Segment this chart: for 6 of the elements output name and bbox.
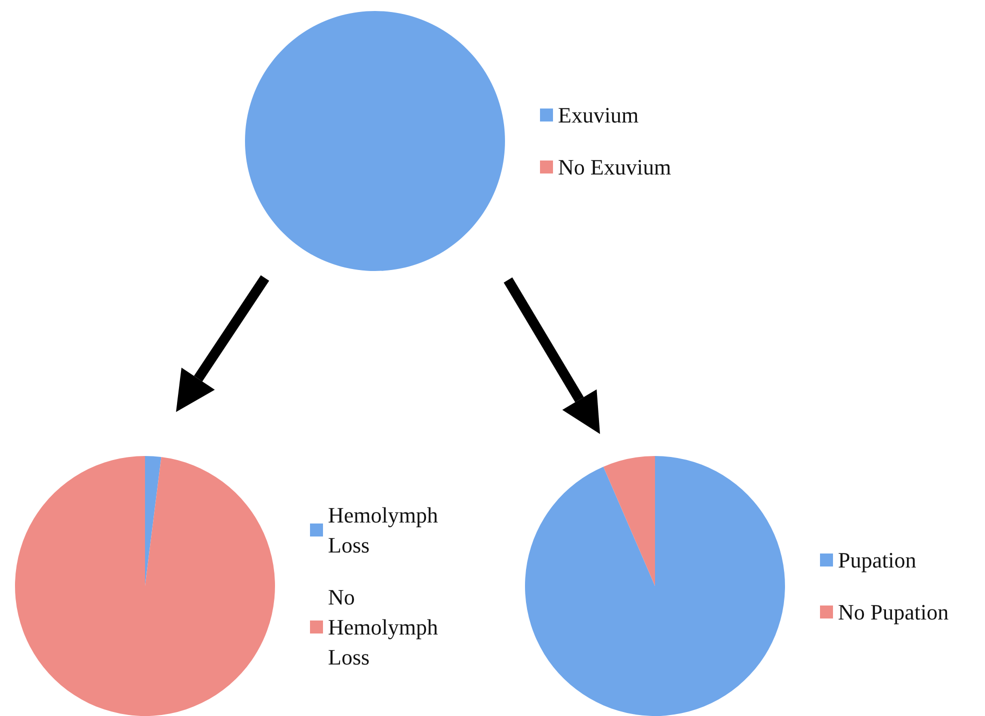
legend-label: Pupation [838, 548, 916, 572]
legend-label: No Exuvium [558, 154, 672, 180]
legend-label: Exuvium [558, 102, 639, 128]
legend-label: Hemolymph Loss [328, 502, 444, 558]
legend-label: No Pupation [838, 600, 949, 624]
legend-label: No Hemolymph Loss [328, 584, 444, 670]
